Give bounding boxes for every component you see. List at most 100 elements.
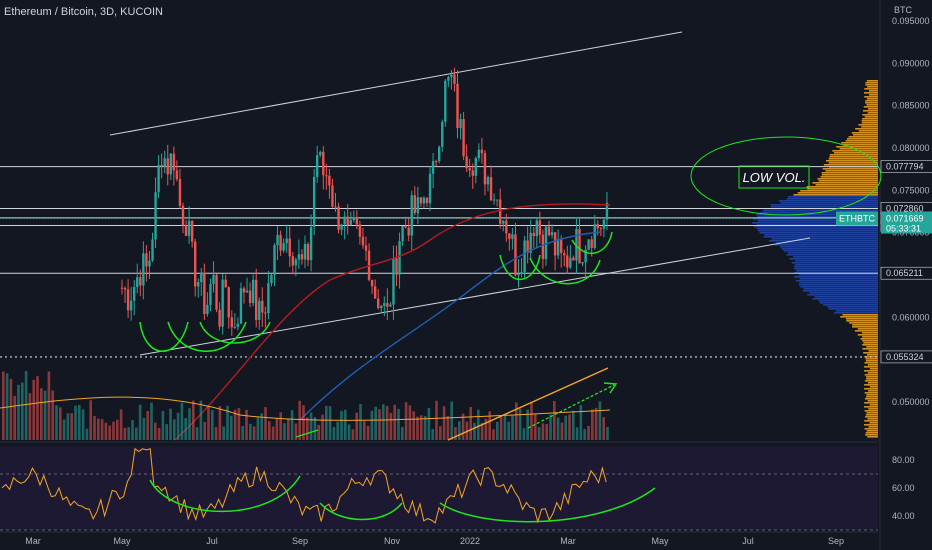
volume-bar	[435, 400, 438, 440]
volume-bar	[146, 411, 149, 440]
level-tag-box	[880, 160, 932, 173]
volume-profile-bar	[858, 124, 878, 126]
volume-bar	[412, 411, 415, 440]
volume-bar	[317, 424, 320, 440]
candle-body	[166, 158, 169, 175]
candle-body	[297, 254, 301, 260]
volume-bar	[321, 414, 324, 440]
y-tick-label: 0.060000	[892, 312, 930, 322]
candle-body	[261, 300, 264, 313]
candle-body	[218, 309, 221, 327]
volume-bar	[21, 382, 24, 440]
y-tick-label: 0.095000	[892, 16, 930, 26]
candle-body	[215, 274, 218, 310]
volume-profile-bar	[868, 90, 878, 92]
candle-body	[410, 195, 413, 236]
candle-body	[364, 245, 368, 251]
candle-body	[251, 279, 255, 303]
volume-bar	[180, 402, 184, 440]
volume-bar	[252, 426, 256, 440]
x-tick-label: Jul	[206, 536, 218, 546]
volume-bar	[211, 410, 214, 440]
volume-bar	[442, 406, 446, 440]
candle-body	[547, 226, 551, 236]
volume-profile-bar	[865, 100, 878, 102]
volume-bar	[245, 409, 248, 440]
volume-bar	[560, 422, 564, 440]
volume-bar	[344, 409, 347, 440]
volume-bar	[188, 408, 191, 440]
volume-bar	[549, 414, 552, 440]
candle-body	[233, 326, 237, 328]
candle-body	[413, 195, 416, 214]
x-tick-label: Mar	[25, 536, 41, 546]
candle-body	[245, 290, 249, 293]
candle-body	[160, 165, 163, 167]
volume-small-arrow	[295, 429, 319, 438]
volume-profile-bar	[795, 280, 878, 282]
candle-body	[190, 220, 194, 242]
volume-profile-bar	[865, 102, 878, 104]
candle-body	[154, 192, 157, 240]
candle-body	[163, 158, 166, 167]
volume-profile-bar	[864, 420, 878, 422]
volume-profile-bar	[863, 352, 878, 354]
rsi-tick-label: 80.00	[892, 455, 915, 465]
candle-body	[514, 234, 517, 276]
volume-profile-bar	[819, 302, 878, 304]
candle-body	[459, 119, 462, 129]
channel-lower-line	[139, 237, 811, 356]
candle-body	[139, 277, 142, 286]
volume-bar	[123, 427, 127, 440]
candle-body	[587, 239, 590, 250]
volume-profile-bar	[776, 242, 878, 244]
volume-profile-bar	[865, 84, 878, 86]
volume-bar	[477, 409, 480, 440]
rsi-arc	[149, 475, 301, 513]
volume-profile-bar	[862, 118, 878, 120]
volume-profile-bar	[867, 112, 878, 114]
volume-bar	[556, 417, 560, 440]
volume-profile-bar	[833, 152, 878, 154]
volume-bar	[207, 406, 210, 440]
candle-body	[572, 257, 575, 261]
volume-bar	[199, 400, 203, 440]
volume-profile-bar	[797, 192, 878, 194]
volume-bar	[378, 409, 381, 440]
pattern-arc	[499, 254, 541, 281]
volume-bar	[572, 410, 575, 440]
volume-profile-bar	[854, 330, 878, 332]
volume-profile-bar	[861, 122, 878, 124]
candle-body	[480, 149, 484, 154]
volume-bar	[499, 416, 503, 440]
channel-upper-line	[109, 31, 683, 136]
volume-profile-bar	[863, 106, 878, 108]
volume-profile-bar	[799, 282, 878, 284]
volume-profile-bar	[869, 404, 878, 406]
volume-profile-bar	[862, 336, 878, 338]
candle-body	[316, 155, 319, 177]
volume-bar	[218, 406, 222, 440]
volume-bar	[108, 425, 111, 440]
volume-profile-bar	[864, 370, 878, 372]
volume-profile-bar	[846, 138, 878, 140]
candle-body	[236, 323, 240, 327]
volume-profile-bar	[788, 196, 878, 198]
volume-bar	[150, 402, 153, 440]
volume-profile-bar	[858, 130, 878, 132]
volume-bar	[530, 402, 533, 440]
candle-body	[575, 229, 578, 261]
volume-profile-bar	[864, 388, 878, 390]
volume-bar	[473, 422, 476, 440]
volume-profile-bar	[845, 140, 878, 142]
volume-bar	[28, 393, 32, 440]
candle-body	[508, 233, 511, 239]
candle-body	[270, 274, 273, 284]
volume-bar	[51, 390, 54, 440]
y-tick-label: 0.080000	[892, 143, 930, 153]
volume-bar	[328, 406, 332, 440]
volume-profile-bar	[780, 246, 878, 248]
candle-body	[148, 260, 151, 267]
volume-bar	[427, 407, 431, 440]
